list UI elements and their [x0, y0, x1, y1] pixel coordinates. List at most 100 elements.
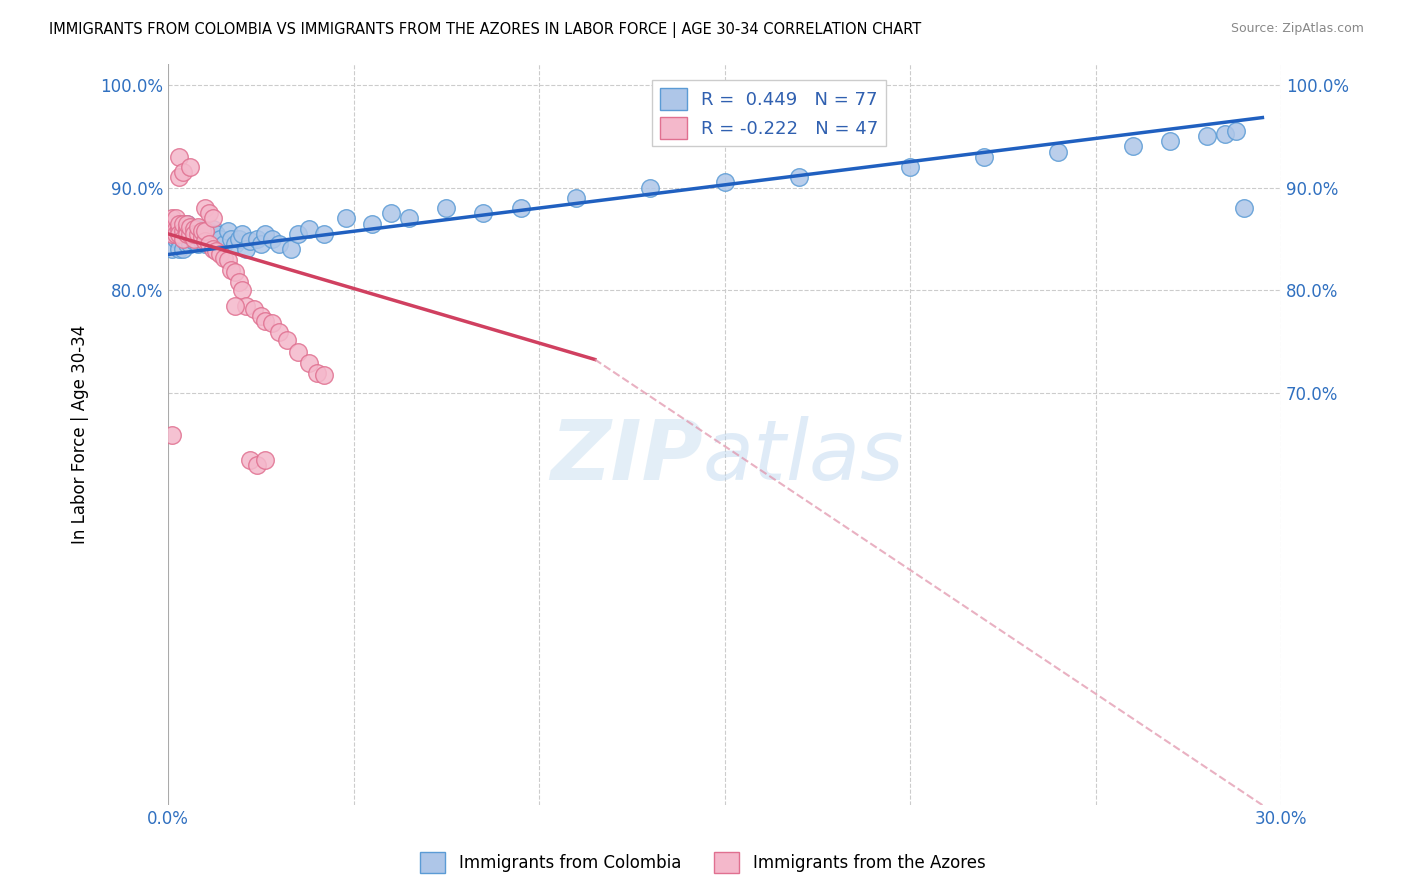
- Point: [198, 237, 221, 252]
- Point: [172, 227, 194, 241]
- Point: [198, 224, 221, 238]
- Point: [787, 170, 810, 185]
- Point: [165, 217, 187, 231]
- Point: [198, 234, 221, 248]
- Point: [205, 244, 228, 259]
- Point: [209, 247, 232, 261]
- Point: [190, 230, 212, 244]
- Point: [973, 150, 995, 164]
- Point: [242, 301, 264, 316]
- Point: [179, 232, 201, 246]
- Point: [165, 221, 187, 235]
- Point: [198, 206, 221, 220]
- Point: [472, 206, 495, 220]
- Point: [172, 232, 194, 246]
- Point: [312, 227, 335, 241]
- Point: [239, 234, 262, 248]
- Point: [246, 458, 269, 473]
- Point: [187, 219, 209, 234]
- Point: [194, 237, 217, 252]
- Point: [165, 221, 187, 235]
- Point: [298, 355, 321, 369]
- Point: [250, 237, 273, 252]
- Point: [169, 217, 191, 231]
- Point: [160, 227, 183, 241]
- Point: [183, 227, 205, 241]
- Point: [165, 227, 187, 241]
- Point: [235, 299, 257, 313]
- Point: [250, 309, 273, 323]
- Point: [312, 368, 335, 382]
- Point: [224, 237, 246, 252]
- Point: [1233, 201, 1256, 215]
- Point: [212, 251, 235, 265]
- Point: [169, 227, 191, 241]
- Text: atlas: atlas: [703, 417, 904, 498]
- Point: [205, 227, 228, 241]
- Point: [194, 227, 217, 241]
- Point: [160, 243, 183, 257]
- Point: [160, 221, 183, 235]
- Point: [169, 170, 191, 185]
- Point: [179, 227, 201, 241]
- Point: [169, 150, 191, 164]
- Point: [169, 221, 191, 235]
- Point: [201, 221, 224, 235]
- Point: [187, 227, 209, 241]
- Point: [176, 217, 198, 231]
- Point: [231, 227, 253, 241]
- Point: [217, 224, 239, 238]
- Point: [1213, 127, 1236, 141]
- Point: [898, 160, 921, 174]
- Point: [219, 232, 242, 246]
- Point: [219, 263, 242, 277]
- Legend: R =  0.449   N = 77, R = -0.222   N = 47: R = 0.449 N = 77, R = -0.222 N = 47: [652, 80, 886, 146]
- Point: [201, 230, 224, 244]
- Point: [228, 232, 250, 246]
- Point: [253, 453, 276, 467]
- Point: [160, 211, 183, 226]
- Point: [235, 243, 257, 257]
- Point: [176, 221, 198, 235]
- Text: ZIP: ZIP: [550, 417, 703, 498]
- Point: [190, 234, 212, 248]
- Point: [169, 221, 191, 235]
- Point: [165, 211, 187, 226]
- Point: [183, 234, 205, 248]
- Point: [228, 275, 250, 289]
- Point: [172, 232, 194, 246]
- Point: [187, 221, 209, 235]
- Point: [262, 232, 284, 246]
- Point: [165, 227, 187, 241]
- Point: [434, 201, 457, 215]
- Point: [187, 237, 209, 252]
- Point: [169, 232, 191, 246]
- Point: [509, 201, 531, 215]
- Point: [169, 243, 191, 257]
- Text: IMMIGRANTS FROM COLOMBIA VS IMMIGRANTS FROM THE AZORES IN LABOR FORCE | AGE 30-3: IMMIGRANTS FROM COLOMBIA VS IMMIGRANTS F…: [49, 22, 921, 38]
- Point: [183, 232, 205, 246]
- Point: [190, 227, 212, 241]
- Point: [1159, 134, 1181, 148]
- Y-axis label: In Labor Force | Age 30-34: In Labor Force | Age 30-34: [72, 325, 89, 544]
- Point: [172, 217, 194, 231]
- Point: [201, 211, 224, 226]
- Point: [187, 227, 209, 241]
- Point: [565, 191, 588, 205]
- Point: [287, 227, 309, 241]
- Point: [190, 224, 212, 238]
- Point: [1225, 124, 1247, 138]
- Point: [212, 237, 235, 252]
- Point: [224, 299, 246, 313]
- Point: [176, 227, 198, 241]
- Point: [253, 227, 276, 241]
- Point: [1195, 129, 1218, 144]
- Point: [713, 176, 735, 190]
- Point: [172, 221, 194, 235]
- Point: [172, 224, 194, 238]
- Point: [176, 227, 198, 241]
- Point: [179, 221, 201, 235]
- Point: [160, 427, 183, 442]
- Point: [1122, 139, 1144, 153]
- Legend: Immigrants from Colombia, Immigrants from the Azores: Immigrants from Colombia, Immigrants fro…: [413, 846, 993, 880]
